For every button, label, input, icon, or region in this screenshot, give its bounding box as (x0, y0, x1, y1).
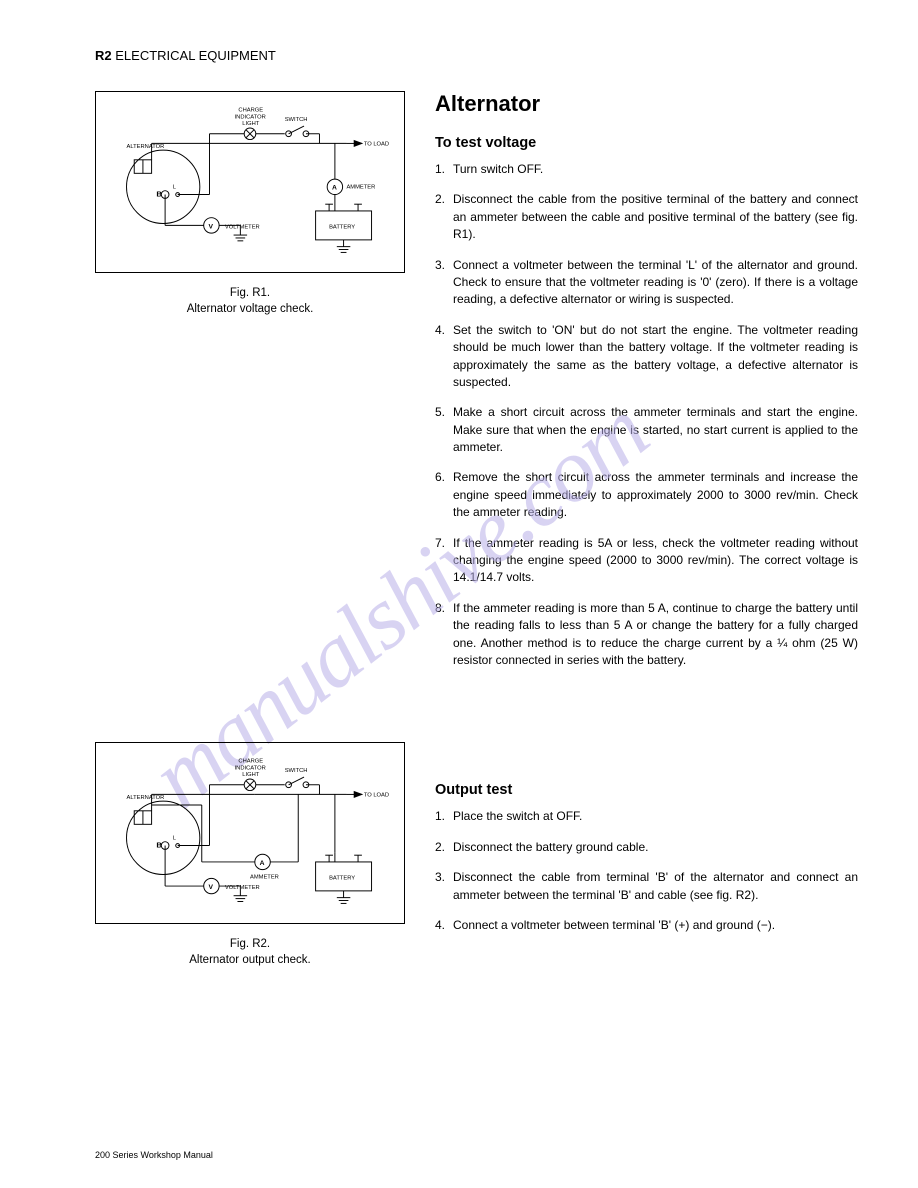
svg-text:ALTERNATOR: ALTERNATOR (127, 144, 165, 150)
svg-text:A: A (332, 185, 337, 192)
step-text: If the ammeter reading is more than 5 A,… (453, 600, 858, 670)
svg-text:AMMETER: AMMETER (346, 185, 375, 191)
figure-r2-diagram: ALTERNATOR CHARGE INDICATOR LIGHT SWITCH… (104, 751, 396, 915)
fig2-caption-line1: Fig. R2. (95, 936, 405, 952)
svg-text:SWITCH: SWITCH (285, 769, 308, 775)
section1-heading: To test voltage (435, 135, 858, 151)
step-text: Connect a voltmeter between the terminal… (453, 257, 858, 309)
step-text: Disconnect the cable from terminal 'B' o… (453, 869, 858, 904)
figure-r2-caption: Fig. R2. Alternator output check. (95, 936, 405, 968)
figure-r2-box: ALTERNATOR CHARGE INDICATOR LIGHT SWITCH… (95, 742, 405, 924)
svg-text:CHARGE: CHARGE (238, 759, 263, 765)
figure-r1-caption: Fig. R1. Alternator voltage check. (95, 285, 405, 317)
step-text: Disconnect the battery ground cable. (453, 839, 858, 856)
svg-text:V: V (209, 223, 214, 230)
fig2-caption-line2: Alternator output check. (95, 952, 405, 968)
section1-steps: 1.Turn switch OFF. 2.Disconnect the cabl… (435, 161, 858, 669)
svg-text:LIGHT: LIGHT (242, 772, 259, 778)
svg-text:LIGHT: LIGHT (242, 121, 259, 127)
svg-text:INDICATOR: INDICATOR (235, 114, 266, 120)
section2-heading: Output test (435, 782, 858, 798)
fig1-caption-line1: Fig. R1. (95, 285, 405, 301)
svg-text:VOLTMETER: VOLTMETER (225, 885, 260, 891)
svg-text:VOLTMETER: VOLTMETER (225, 224, 260, 230)
main-heading: Alternator (435, 91, 858, 117)
step-text: Connect a voltmeter between terminal 'B'… (453, 917, 858, 934)
svg-text:L: L (173, 836, 177, 842)
svg-text:B: B (156, 841, 162, 850)
step-text: Disconnect the cable from the positive t… (453, 191, 858, 243)
footer-text: 200 Series Workshop Manual (95, 1150, 213, 1160)
page-header: R2 ELECTRICAL EQUIPMENT (95, 48, 858, 63)
svg-text:AMMETER: AMMETER (250, 875, 279, 881)
section2-steps: 1.Place the switch at OFF. 2.Disconnect … (435, 808, 858, 934)
svg-text:SWITCH: SWITCH (285, 117, 308, 123)
svg-text:BATTERY: BATTERY (329, 224, 355, 230)
figure-r1-diagram: ALTERNATOR CHARGE INDICATOR LIGHT SWITCH… (104, 100, 396, 264)
step-text: Set the switch to 'ON' but do not start … (453, 322, 858, 392)
svg-text:A: A (260, 860, 265, 867)
step-text: Remove the short circuit across the amme… (453, 469, 858, 521)
figure-r1-box: ALTERNATOR CHARGE INDICATOR LIGHT SWITCH… (95, 91, 405, 273)
svg-text:L: L (173, 185, 177, 191)
header-title: ELECTRICAL EQUIPMENT (115, 48, 276, 63)
step-text: Turn switch OFF. (453, 161, 858, 178)
fig1-caption-line2: Alternator voltage check. (95, 301, 405, 317)
svg-text:B: B (156, 189, 162, 198)
svg-text:TO LOAD: TO LOAD (364, 793, 389, 799)
svg-text:INDICATOR: INDICATOR (235, 766, 266, 772)
header-code: R2 (95, 48, 112, 63)
svg-text:ALTERNATOR: ALTERNATOR (127, 796, 165, 802)
svg-text:V: V (209, 884, 214, 891)
svg-text:TO LOAD: TO LOAD (364, 141, 389, 147)
step-text: If the ammeter reading is 5A or less, ch… (453, 535, 858, 587)
step-text: Make a short circuit across the ammeter … (453, 404, 858, 456)
svg-text:BATTERY: BATTERY (329, 876, 355, 882)
step-text: Place the switch at OFF. (453, 808, 858, 825)
svg-text:CHARGE: CHARGE (238, 108, 263, 114)
